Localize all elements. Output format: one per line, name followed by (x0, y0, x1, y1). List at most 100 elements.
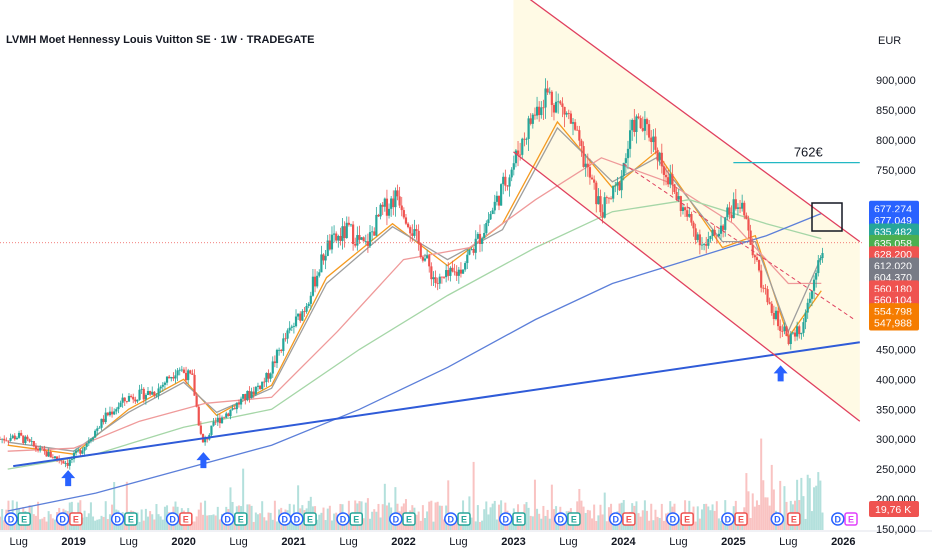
dividend-icon[interactable] (499, 512, 513, 526)
candle-body (220, 417, 224, 424)
candle-body (229, 409, 232, 417)
earnings-icon[interactable] (457, 512, 471, 526)
candle-body (574, 122, 577, 130)
volume-bar (536, 508, 539, 530)
volume-bar (385, 505, 388, 530)
earnings-icon[interactable] (787, 512, 801, 526)
volume-bar (39, 519, 42, 530)
candle-body (146, 391, 150, 395)
dividend-icon[interactable] (220, 512, 235, 526)
candle-body (554, 101, 558, 113)
earnings-icon[interactable] (69, 512, 83, 526)
candle-body (278, 349, 281, 351)
candle-body (244, 394, 247, 401)
candle-body (698, 234, 701, 246)
event-label: D (612, 515, 619, 525)
candle-body (580, 140, 583, 147)
earnings-icon[interactable] (234, 512, 248, 526)
y-tick-label: 900,000 (876, 75, 916, 87)
candle-body (151, 391, 154, 395)
dividend-icon[interactable] (389, 512, 403, 526)
earnings-icon[interactable] (303, 512, 317, 526)
y-tick-label: 800,000 (876, 135, 916, 147)
volume-bar (601, 514, 604, 530)
trendline-channel-upper (529, 0, 861, 243)
x-tick-label: 2021 (281, 536, 305, 548)
earnings-icon[interactable] (402, 512, 416, 526)
earnings-icon[interactable] (349, 512, 363, 526)
earnings-icon[interactable] (17, 512, 31, 526)
event-label: E (791, 515, 797, 525)
volume-bar (229, 487, 232, 530)
dividend-icon[interactable] (666, 512, 680, 526)
candle-body (812, 279, 816, 291)
dividend-icon[interactable] (4, 512, 18, 526)
earnings-icon[interactable] (567, 512, 581, 526)
volume-bar (1, 509, 4, 530)
up-arrow-icon (773, 365, 788, 382)
volume-bar (538, 513, 541, 530)
volume-bar (817, 472, 820, 530)
volume-bar (377, 503, 380, 530)
volume-bar (320, 512, 323, 530)
moving-average-line (7, 212, 822, 512)
candle-body (747, 219, 750, 231)
volume-bar (326, 508, 329, 530)
volume-bar (552, 509, 555, 530)
candle-body (231, 408, 234, 410)
dividend-icon[interactable] (110, 512, 125, 526)
candle-body (129, 395, 133, 397)
earnings-icon[interactable] (844, 512, 858, 526)
volume-bar (703, 503, 706, 530)
highlight-box (811, 202, 843, 232)
volume-bar (713, 510, 716, 530)
candle-body (633, 119, 636, 132)
candle-body (683, 207, 687, 211)
x-tick-label: 2019 (61, 536, 85, 548)
volume-bar (694, 521, 697, 530)
dividend-icon[interactable] (165, 512, 180, 526)
candle-body (294, 316, 298, 327)
volume-bar (819, 480, 822, 530)
dividend-icon[interactable] (55, 512, 70, 526)
earnings-icon[interactable] (680, 512, 694, 526)
dividend-icon[interactable] (290, 512, 304, 526)
candle-body (796, 326, 799, 337)
earnings-icon[interactable] (512, 512, 526, 526)
earnings-icon[interactable] (734, 512, 748, 526)
volume-bar (271, 519, 274, 530)
volume-bar (98, 519, 101, 530)
candle-body (582, 146, 585, 167)
volume-bar (421, 505, 424, 530)
dividend-icon[interactable] (553, 512, 568, 526)
candle-body (637, 116, 640, 119)
candle-body (593, 179, 596, 183)
dividend-icon[interactable] (608, 512, 623, 526)
earnings-icon[interactable] (179, 512, 193, 526)
candle-body (464, 263, 467, 270)
candle-body (62, 461, 65, 464)
candle-body (36, 448, 40, 451)
event-label: E (406, 515, 412, 525)
candle-body (356, 235, 359, 246)
event-label: E (571, 515, 577, 525)
x-tick-label: Lug (339, 536, 357, 548)
earnings-icon[interactable] (124, 512, 138, 526)
candle-body (161, 384, 164, 387)
volume-bar (49, 514, 52, 530)
candle-body (468, 249, 471, 255)
dividend-icon[interactable] (444, 512, 458, 526)
dividend-icon[interactable] (336, 512, 350, 526)
dividend-icon[interactable] (770, 512, 785, 526)
volume-bar (206, 515, 209, 530)
candle-body (497, 195, 501, 206)
volume-bar (83, 510, 86, 530)
volume-bar (497, 504, 500, 530)
dividend-icon[interactable] (831, 512, 845, 526)
dividend-icon[interactable] (721, 512, 735, 526)
candle-body (15, 437, 19, 440)
volume-bar (263, 517, 266, 530)
earnings-icon[interactable] (622, 512, 636, 526)
